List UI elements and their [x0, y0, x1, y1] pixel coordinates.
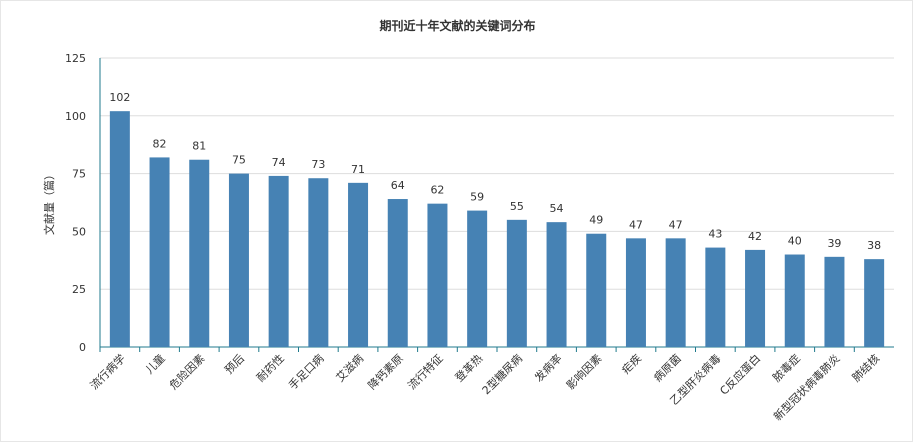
x-category-label: C反应蛋白 [717, 351, 763, 397]
x-category-label: 流行特征 [405, 351, 446, 392]
bar[interactable] [189, 159, 210, 347]
x-category-label: 疟疾 [619, 351, 644, 376]
bar-value-label: 73 [311, 158, 325, 171]
bar[interactable] [228, 173, 249, 347]
bar[interactable] [387, 199, 408, 347]
bar[interactable] [625, 238, 646, 347]
y-tick-label: 75 [72, 168, 86, 181]
x-category-label: 危险因素 [166, 351, 207, 392]
bar[interactable] [586, 233, 607, 347]
bar[interactable] [745, 249, 766, 347]
bar[interactable] [348, 182, 369, 347]
bar-value-label: 54 [550, 202, 564, 215]
x-category-label: 手足口病 [285, 351, 326, 392]
x-category-label: 新型冠状病毒肺炎 [770, 351, 842, 423]
bar-value-label: 81 [192, 140, 206, 153]
bar[interactable] [427, 203, 448, 347]
data-labels: 102 82 81 75 74 73 71 64 62 59 55 54 49 47 47 43 42 40 39 3… [109, 91, 881, 252]
bar[interactable] [824, 256, 845, 347]
x-category-label: 预后 [222, 352, 247, 377]
y-tick-label: 50 [72, 225, 86, 238]
bar[interactable] [705, 247, 726, 347]
y-tick-label: 100 [65, 110, 86, 123]
bar[interactable] [109, 111, 130, 348]
x-category-label: 降钙素原 [365, 351, 406, 392]
bar-value-label: 47 [669, 218, 683, 231]
gridlines [100, 57, 894, 290]
bars [109, 111, 885, 348]
bar[interactable] [467, 210, 488, 347]
x-category-label: 耐药性 [254, 351, 287, 384]
bar-value-label: 49 [589, 214, 603, 227]
bar-value-label: 38 [867, 239, 881, 252]
bar-value-label: 55 [510, 200, 524, 213]
x-category-label: 发病率 [531, 351, 564, 384]
y-tick-label: 0 [79, 341, 86, 354]
bar-value-label: 82 [153, 137, 167, 150]
x-category-label: 影响因素 [564, 352, 604, 392]
axes [99, 58, 894, 348]
x-category-label: 艾滋病 [333, 351, 366, 384]
bar-value-label: 43 [708, 228, 722, 241]
x-category-label: 病原菌 [651, 351, 684, 384]
bar[interactable] [268, 175, 289, 347]
x-category-label: 2型糖尿病 [479, 351, 525, 397]
bar-value-label: 74 [272, 156, 286, 169]
bar-value-label: 42 [748, 230, 762, 243]
y-axis-title: 文献量（篇） [42, 169, 56, 235]
chart-title: 期刊近十年文献的关键词分布 [379, 19, 536, 33]
x-category-label: 流行病学 [87, 351, 128, 392]
x-category-label: 儿童 [142, 351, 167, 376]
bar-value-label: 75 [232, 154, 246, 167]
bar-value-label: 39 [827, 237, 841, 250]
x-category-label: 肺结核 [849, 351, 882, 384]
bar[interactable] [506, 219, 527, 347]
bar[interactable] [149, 157, 170, 347]
x-category-label: 脓毒症 [770, 351, 803, 384]
y-tick-label: 125 [65, 52, 86, 65]
bar[interactable] [665, 238, 686, 347]
bar-value-label: 64 [391, 179, 405, 192]
bar-value-label: 40 [788, 235, 802, 248]
bar-value-label: 62 [430, 184, 444, 197]
bar-value-label: 71 [351, 163, 365, 176]
x-category-label: 登革热 [452, 351, 485, 384]
y-tick-label: 25 [72, 283, 86, 296]
bar-value-label: 102 [109, 91, 130, 104]
bar-value-label: 47 [629, 218, 643, 231]
bar[interactable] [308, 178, 329, 347]
bar[interactable] [864, 259, 885, 347]
bar-value-label: 59 [470, 191, 484, 204]
bar[interactable] [546, 222, 567, 347]
bar[interactable] [784, 254, 805, 347]
